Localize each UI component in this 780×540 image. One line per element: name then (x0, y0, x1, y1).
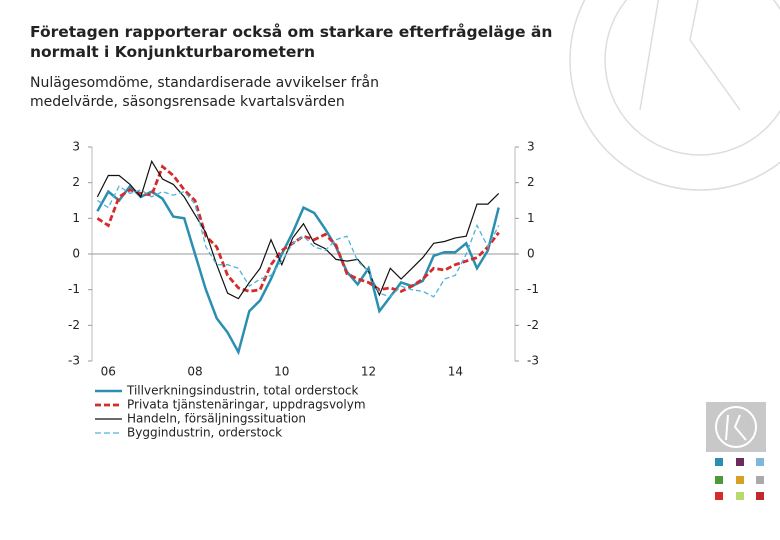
y2-tick-label: 2 (527, 175, 535, 189)
series-line (96, 164, 500, 293)
x-tick-label: 14 (448, 365, 463, 379)
legend-label: Byggindustrin, orderstock (127, 426, 282, 440)
y2-tick-label: -2 (527, 318, 539, 332)
y-tick-label: -2 (68, 318, 80, 332)
y2-tick-label: 1 (527, 211, 535, 225)
x-tick-label: 06 (101, 365, 116, 379)
y2-tick-label: -1 (527, 282, 539, 296)
series-line (97, 185, 500, 298)
legend-label: Privata tjänstenäringar, uppdragsvolym (127, 398, 366, 412)
series-line (96, 159, 500, 300)
chart-title: Företagen rapporterar också om starkare … (30, 23, 553, 61)
y-tick-label: 2 (72, 175, 80, 189)
y2-tick-label: 0 (527, 247, 535, 261)
y2-tick-label: -3 (527, 354, 539, 368)
y-tick-label: 3 (72, 140, 80, 154)
y-tick-label: 1 (72, 211, 80, 225)
legend-label: Tillverkningsindustrin, total orderstock (126, 384, 359, 398)
y-tick-label: 0 (72, 247, 80, 261)
legend-label: Handeln, försäljningssituation (127, 412, 306, 426)
y-tick-label: -3 (68, 354, 80, 368)
y-tick-label: -1 (68, 282, 80, 296)
x-tick-label: 12 (361, 365, 376, 379)
logo (706, 402, 766, 500)
series-line (96, 184, 500, 356)
x-tick-label: 10 (274, 365, 289, 379)
x-tick-label: 08 (187, 365, 202, 379)
chart-subtitle: Nulägesomdöme, standardiserade avvikelse… (30, 75, 379, 110)
y2-tick-label: 3 (527, 140, 535, 154)
watermark (569, 0, 780, 191)
